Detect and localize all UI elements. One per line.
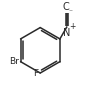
Text: ⁻: ⁻ <box>69 7 73 16</box>
Text: F: F <box>33 69 38 77</box>
Text: N: N <box>63 28 70 38</box>
Text: Br: Br <box>9 57 19 66</box>
Text: +: + <box>69 22 75 31</box>
Text: C: C <box>63 2 70 12</box>
